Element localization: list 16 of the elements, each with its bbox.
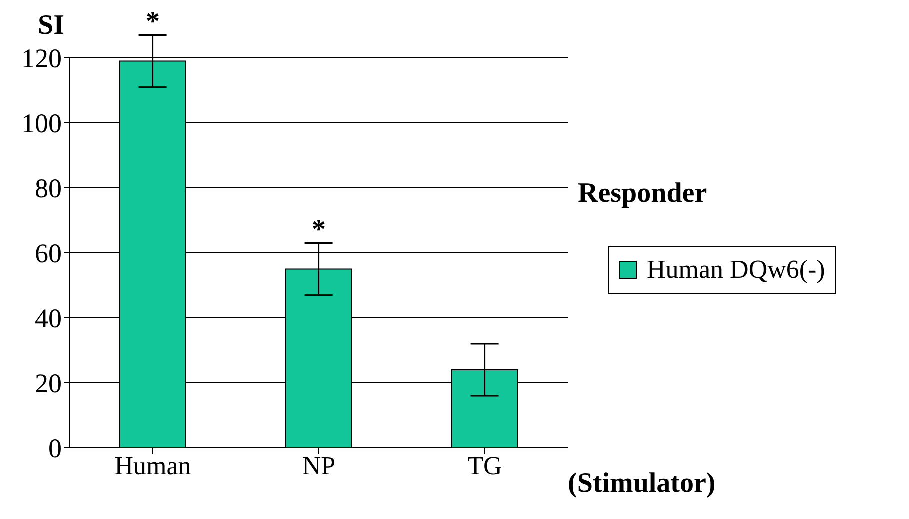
annotation: * (146, 6, 160, 38)
x-tick-label: TG (468, 451, 502, 480)
y-tick-label: 0 (48, 434, 62, 464)
y-axis-title: SI (38, 10, 64, 42)
y-tick-label: 120 (22, 44, 62, 74)
y-tick-label: 100 (22, 108, 62, 139)
y-tick-label: 20 (35, 368, 62, 399)
legend-label: Human DQw6(-) (646, 255, 826, 285)
x-tick-label: NP (302, 451, 336, 480)
y-tick-label: 80 (35, 174, 62, 204)
y-tick-label: 40 (35, 304, 62, 334)
x-axis-title: (Stimulator) (568, 468, 716, 500)
x-tick-label: Human (114, 451, 192, 480)
y-tick-label: 60 (35, 238, 62, 269)
annotation: * (312, 214, 326, 246)
legend-title: Responder (578, 178, 708, 210)
